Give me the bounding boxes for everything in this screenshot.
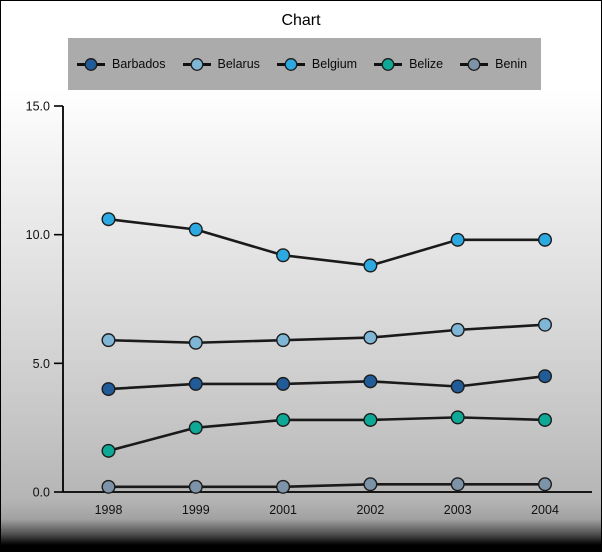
- data-point-barbados-2002: [363, 374, 378, 389]
- data-point-belgium-2004: [538, 232, 553, 247]
- data-point-belarus-2004: [538, 317, 553, 332]
- data-point-barbados-2001: [276, 376, 291, 391]
- data-point-barbados-2003: [450, 379, 465, 394]
- data-point-belize-2001: [276, 412, 291, 427]
- data-point-belize-2002: [363, 412, 378, 427]
- data-point-belgium-2001: [276, 248, 291, 263]
- legend-marker-icon: [276, 57, 305, 71]
- y-tick-label: 15.0: [26, 100, 50, 114]
- legend-item-belgium: Belgium: [276, 57, 358, 72]
- data-point-belize-1999: [188, 420, 203, 435]
- legend-marker-icon: [374, 57, 403, 71]
- x-tick-label: 2001: [269, 503, 297, 517]
- series-line-belgium: [108, 217, 545, 267]
- data-point-belarus-2003: [450, 322, 465, 337]
- legend-marker-icon: [77, 57, 105, 71]
- data-point-benin-2001: [276, 479, 291, 494]
- y-tick-label: 10.0: [26, 228, 50, 242]
- data-point-belize-2004: [538, 412, 553, 427]
- data-point-benin-2002: [363, 477, 378, 492]
- legend-marker-icon: [182, 57, 211, 71]
- legend-marker-icon: [460, 57, 489, 71]
- data-point-belarus-2002: [363, 330, 378, 345]
- legend-item-belize: Belize: [374, 57, 443, 72]
- data-point-benin-1999: [188, 479, 203, 494]
- data-point-belarus-1999: [188, 335, 203, 350]
- legend-item-barbados: Barbados: [77, 57, 166, 72]
- series-line-barbados: [108, 374, 546, 391]
- x-tick-label: 2004: [531, 503, 559, 517]
- chart-title: Chart: [281, 12, 321, 29]
- series-line-benin: [108, 482, 545, 489]
- data-point-belarus-2001: [276, 333, 291, 348]
- data-point-belgium-2003: [450, 232, 465, 247]
- x-tick-label: 2002: [356, 503, 384, 517]
- data-point-barbados-2004: [538, 369, 553, 384]
- data-point-barbados-1999: [188, 376, 203, 391]
- data-point-belgium-2002: [363, 258, 378, 273]
- legend-label: Belarus: [217, 57, 260, 71]
- data-point-belize-2003: [450, 410, 465, 425]
- y-tick-label: 5.0: [33, 357, 50, 371]
- data-point-benin-2004: [538, 477, 553, 492]
- data-point-belgium-1998: [101, 212, 116, 227]
- legend-item-belarus: Belarus: [182, 57, 260, 72]
- legend: Barbados Belarus Belgium Belize Benin: [68, 38, 541, 90]
- data-point-belgium-1999: [188, 222, 203, 237]
- x-tick-label: 2003: [444, 503, 472, 517]
- data-point-benin-1998: [101, 479, 116, 494]
- data-point-belize-1998: [101, 443, 116, 458]
- legend-item-benin: Benin: [460, 57, 527, 72]
- x-tick-label: 1998: [95, 503, 123, 517]
- legend-label: Benin: [495, 57, 528, 71]
- data-point-barbados-1998: [101, 382, 116, 397]
- series-line-belarus: [108, 323, 546, 345]
- legend-label: Belgium: [311, 57, 358, 71]
- data-point-benin-2003: [450, 477, 465, 492]
- x-tick-label: 1999: [182, 503, 210, 517]
- series-line-belize: [108, 416, 546, 453]
- legend-label: Belize: [409, 57, 444, 71]
- legend-label: Barbados: [112, 57, 166, 71]
- data-point-belarus-1998: [101, 333, 116, 348]
- y-tick-label: 0.0: [33, 486, 50, 500]
